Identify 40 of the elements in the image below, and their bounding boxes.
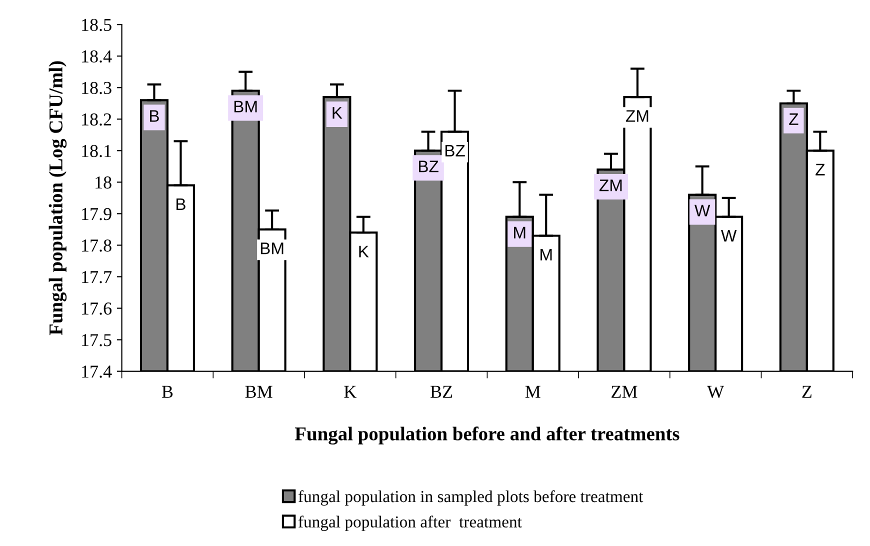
legend-label: fungal population in sampled plots before treatment — [298, 490, 644, 506]
x-tick-label: BM — [245, 386, 272, 398]
data-label: M — [540, 248, 552, 260]
data-label: Z — [789, 113, 798, 125]
x-tick-label: BZ — [430, 386, 452, 398]
y-tick-label: 18.4 — [82, 50, 112, 63]
y-tick-label: 18.1 — [82, 144, 111, 158]
x-tick-label: K — [344, 386, 357, 398]
y-tick-label: 18.3 — [82, 82, 112, 94]
data-label: K — [332, 107, 342, 119]
y-tick-label: 17.6 — [82, 302, 112, 315]
y-tick-label: 18.5 — [82, 18, 112, 32]
data-label: Z — [816, 164, 825, 176]
data-label: BZ — [419, 160, 438, 172]
x-axis-title: Fungal population before and after treatments — [294, 426, 680, 445]
data-label: B — [150, 110, 159, 122]
data-label: W — [694, 204, 710, 216]
data-label: BM — [234, 100, 257, 112]
y-tick-label: 18.2 — [82, 113, 112, 126]
legend-label: fungal population after treatment — [298, 516, 522, 531]
data-label: ZM — [626, 110, 648, 122]
y-tick-label: 17.8 — [82, 239, 112, 252]
y-tick-label: 17.5 — [82, 334, 112, 346]
data-label: ZM — [599, 180, 622, 192]
data-label: M — [514, 226, 526, 238]
data-label: B — [176, 198, 186, 210]
x-tick-label: Z — [802, 386, 812, 398]
y-tick-label: 18 — [96, 176, 112, 189]
x-tick-label: M — [525, 386, 540, 398]
y-axis-title: Fungal population (Log CFU/ml) — [48, 61, 67, 336]
y-tick-label: 17.7 — [82, 271, 112, 284]
x-tick-label: ZM — [612, 386, 638, 398]
x-tick-label: B — [162, 386, 173, 398]
y-tick-label: 17.4 — [82, 366, 112, 378]
data-label: W — [721, 230, 737, 242]
data-label: BZ — [445, 144, 465, 156]
x-tick-label: W — [707, 386, 724, 398]
data-label: K — [359, 246, 369, 258]
data-label: BM — [260, 242, 284, 254]
y-tick-label: 17.9 — [82, 208, 112, 220]
